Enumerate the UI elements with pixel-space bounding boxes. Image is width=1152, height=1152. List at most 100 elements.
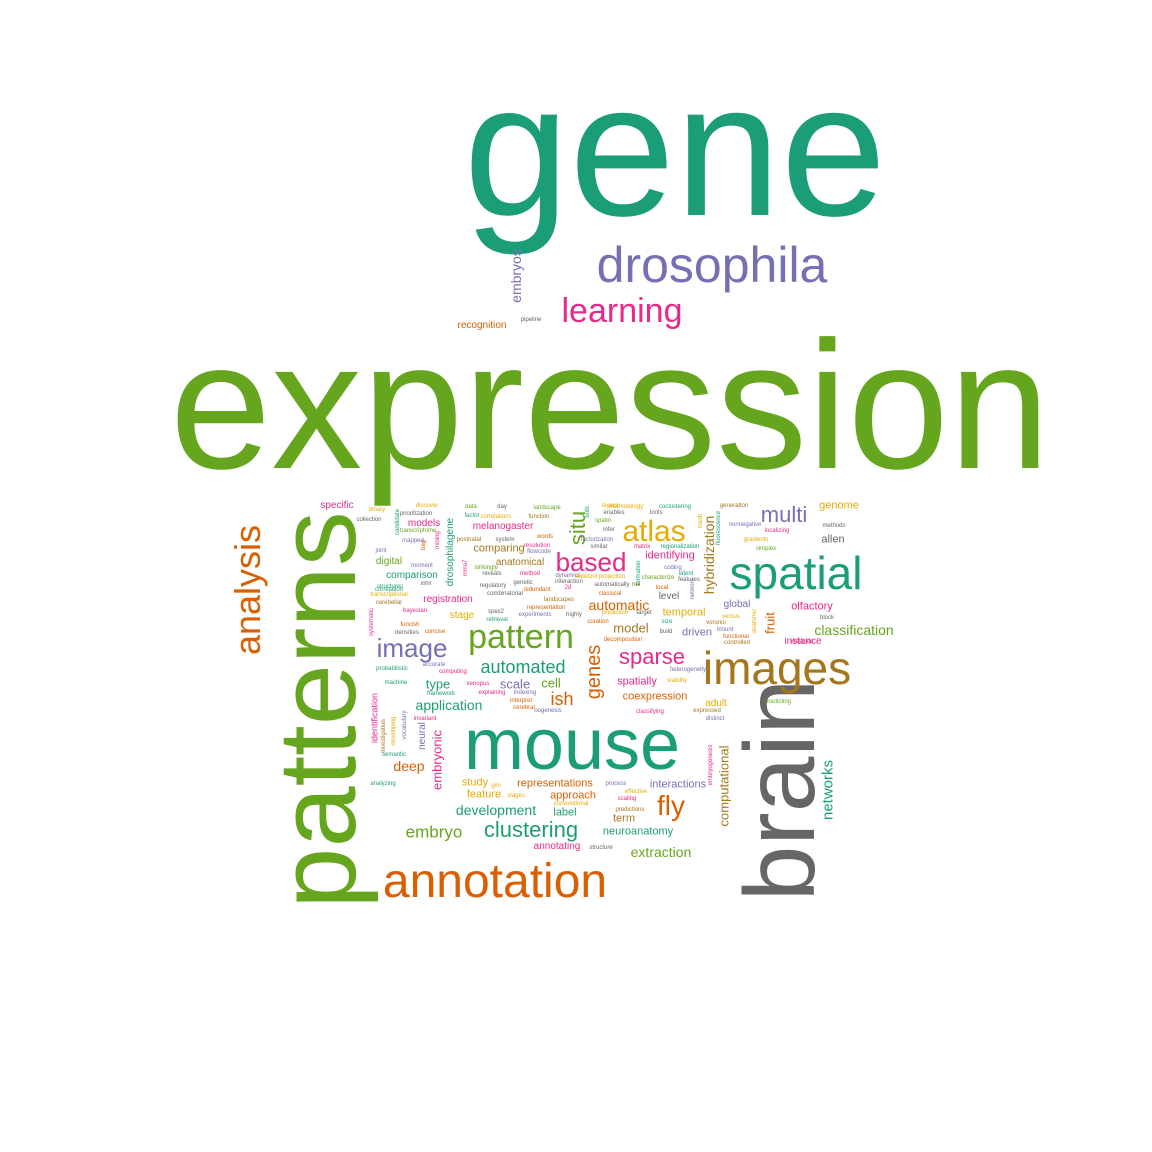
word-heterogeneity: heterogeneity [669,667,707,673]
word-widetool: widetool [574,574,598,580]
word-systematic: systematic [369,607,375,637]
word-transcriptome: transcriptome [399,528,437,534]
word-coexpression: coexpression [622,690,688,703]
word-funcish: funcish [400,622,420,628]
word-stages: stages [507,793,525,799]
word-build: build [659,629,673,635]
word-explaining: explaining [478,690,506,696]
word-local: local [655,585,669,591]
word-representations: representations [517,777,593,790]
word-genetic: genetic [513,580,533,586]
word-annotating: annotating [533,841,581,852]
word-latent: latent [678,571,694,577]
word-semantic: semantic [381,752,407,758]
word-matrix: matrix [633,544,651,550]
word-mouse: mouse [463,705,681,785]
word-mesh: mesh [698,513,704,529]
word-landscapes: landscapes [543,597,575,603]
word-generation: generation [719,503,749,509]
word-functional: functional [723,634,749,640]
word-anatomical: anatomical [495,557,545,568]
word-comparing: comparing [473,542,525,555]
word-moment: moment [411,563,433,569]
word-stability: stability [666,678,688,684]
word-fly: fly [657,790,685,821]
word-infer: infer [603,527,615,533]
word-prediction: prediction [601,610,629,616]
word-cerebellar: cerebellar [375,600,403,606]
word-extraction: extraction [630,844,692,860]
word-words: words [536,534,554,540]
word-decomposition: decomposition [603,637,643,643]
word-cerebral: cerebral [513,705,535,711]
word-combinatorial: combinatorial [487,591,523,597]
word-temporal: temporal [662,606,706,619]
word-driven: driven [682,626,712,639]
word-gradients: gradients [743,537,769,543]
word-methodology: methodology [608,504,644,510]
word-images: images [702,642,852,694]
word-application: application [415,697,483,713]
word-patterns: patterns [256,511,379,909]
word-multi: multi [760,502,808,527]
word-xlmr: xlmr [420,581,432,587]
word-classical: classical [598,591,622,597]
word-framework: framework [426,691,456,697]
word-adult: adult [705,698,727,709]
word-controlled: controlled [723,640,751,646]
word-fruit: fruit [762,612,778,634]
word-highly: highly [566,612,582,618]
word-versus: versus [722,614,740,620]
word-representation: representation [526,605,566,611]
word-regionalization: regionalization [660,544,700,550]
word-computational: computational [716,745,732,827]
word-collection: collection [356,517,382,523]
word-layers: layers [601,503,619,509]
word-data: data [465,504,477,510]
word-identification: identification [369,692,380,744]
word-block: block [819,615,835,621]
word-embryonic: embryonic [429,730,445,790]
word-embryogenesis: embryogenesis [708,744,714,786]
word-stage: stage [449,610,475,621]
word-type: type [425,676,451,692]
word-digital: digital [375,556,403,567]
word-embryos: embryos [508,249,524,303]
word-landscape: landscape [533,505,561,511]
word-analyzing: analyzing [370,781,396,787]
word-deep: deep [393,758,425,774]
word-experiments: experiments [518,612,552,618]
word-invariant: invariant [413,716,437,722]
word-prioritization: prioritization [399,511,433,517]
word-pipeline: pipeline [520,317,542,323]
word-spatio: spatio [594,518,612,524]
word-registration: registration [423,594,473,605]
word-models: models [407,518,441,529]
word-recognition: recognition [457,320,507,331]
word-oogenesis: oogenesis [534,708,562,714]
word-predictions: predictions [615,807,645,813]
word-feature: feature [466,788,502,801]
word-system: system [495,537,515,543]
word-convolutional: convolutional [553,801,589,807]
word-bayesian: bayesian [402,608,428,614]
word-transcriptional: transcriptional [370,592,408,598]
word-reveals: reveals [482,571,502,577]
word-2d: 2d [564,585,572,591]
word-process: process [605,781,627,787]
word-genome: genome [819,499,859,512]
word-similar: similar [590,544,608,550]
word-brain: brain [724,678,836,902]
word-accurate: accurate [422,662,446,668]
word-factorization: factorization [580,537,614,543]
word-projection: projection [598,574,626,580]
word-effective: effective [624,789,648,795]
word-sparse: sparse [618,644,686,669]
word-study: study [461,776,489,789]
word-approach: approach [550,789,596,802]
word-classifying: classifying [636,709,664,715]
word-regulatory: regulatory [479,583,507,589]
word-day: day [497,504,507,510]
word-bulb: bulb [585,506,591,518]
word-based: based [555,547,627,577]
